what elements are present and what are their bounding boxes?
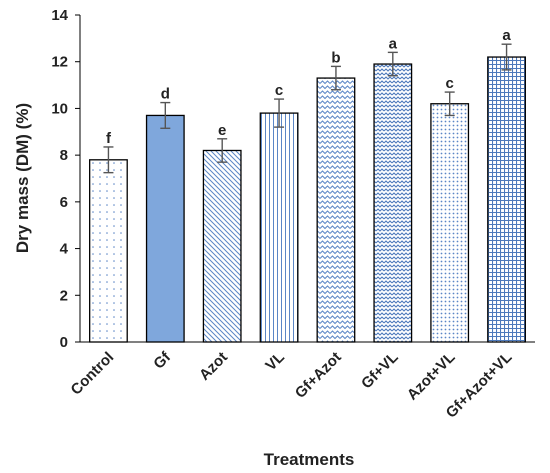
x-tick-label: Azot (196, 349, 231, 384)
bar-azot (202, 149, 242, 343)
y-axis-title: Dry mass (DM) (%) (13, 103, 32, 253)
error-bar (103, 146, 114, 174)
bars (89, 56, 526, 343)
x-tick-label: Gf (150, 348, 175, 373)
y-tick-label: 8 (60, 147, 68, 164)
significance-letter: d (161, 86, 170, 103)
error-bars (103, 43, 512, 174)
significance-letter: a (502, 27, 511, 44)
significance-letter: a (389, 35, 398, 52)
error-bar (160, 101, 171, 129)
bar-gf-azot-vl (487, 56, 526, 343)
bar-control (89, 159, 128, 343)
y-tick-label: 4 (60, 241, 69, 258)
error-bar (330, 65, 341, 91)
bar-vl (259, 112, 299, 343)
bar-gf-vl (373, 63, 413, 343)
x-tick-label: Control (68, 349, 118, 399)
error-bar (387, 51, 398, 77)
x-tick-label: Azot+VL (404, 349, 459, 404)
x-tick-label: VL (262, 349, 288, 375)
significance-letters: f d e c b a c a (106, 27, 511, 147)
bar-gf (145, 114, 185, 343)
error-bar (501, 43, 512, 71)
category-labels: Control Gf Azot VL Gf+Azot Gf+VL Azot+VLGf+Azo… (68, 348, 516, 421)
x-tick-label: Gf+VL (358, 349, 402, 393)
error-bar (217, 138, 228, 163)
y-tick-label: 10 (51, 100, 68, 117)
significance-letter: c (275, 82, 283, 99)
y-axis: 0 2 4 6 8 10 12 14 (51, 7, 81, 351)
bar-azot-vl (430, 103, 470, 343)
y-tick-label: 6 (60, 194, 68, 211)
y-tick-label: 14 (51, 7, 68, 24)
y-tick-label: 0 (60, 334, 68, 351)
significance-letter: e (218, 122, 226, 139)
error-bar (444, 91, 455, 117)
y-tick-label: 12 (51, 54, 68, 71)
bar-gf-azot (316, 77, 356, 343)
error-bar (274, 98, 285, 128)
significance-letter: c (446, 75, 454, 92)
y-tick-label: 2 (60, 287, 68, 304)
significance-letter: b (331, 49, 340, 66)
x-tick-label: Gf+Azot (292, 349, 345, 402)
x-axis-title: Treatments (264, 450, 355, 469)
significance-letter: f (106, 130, 112, 147)
